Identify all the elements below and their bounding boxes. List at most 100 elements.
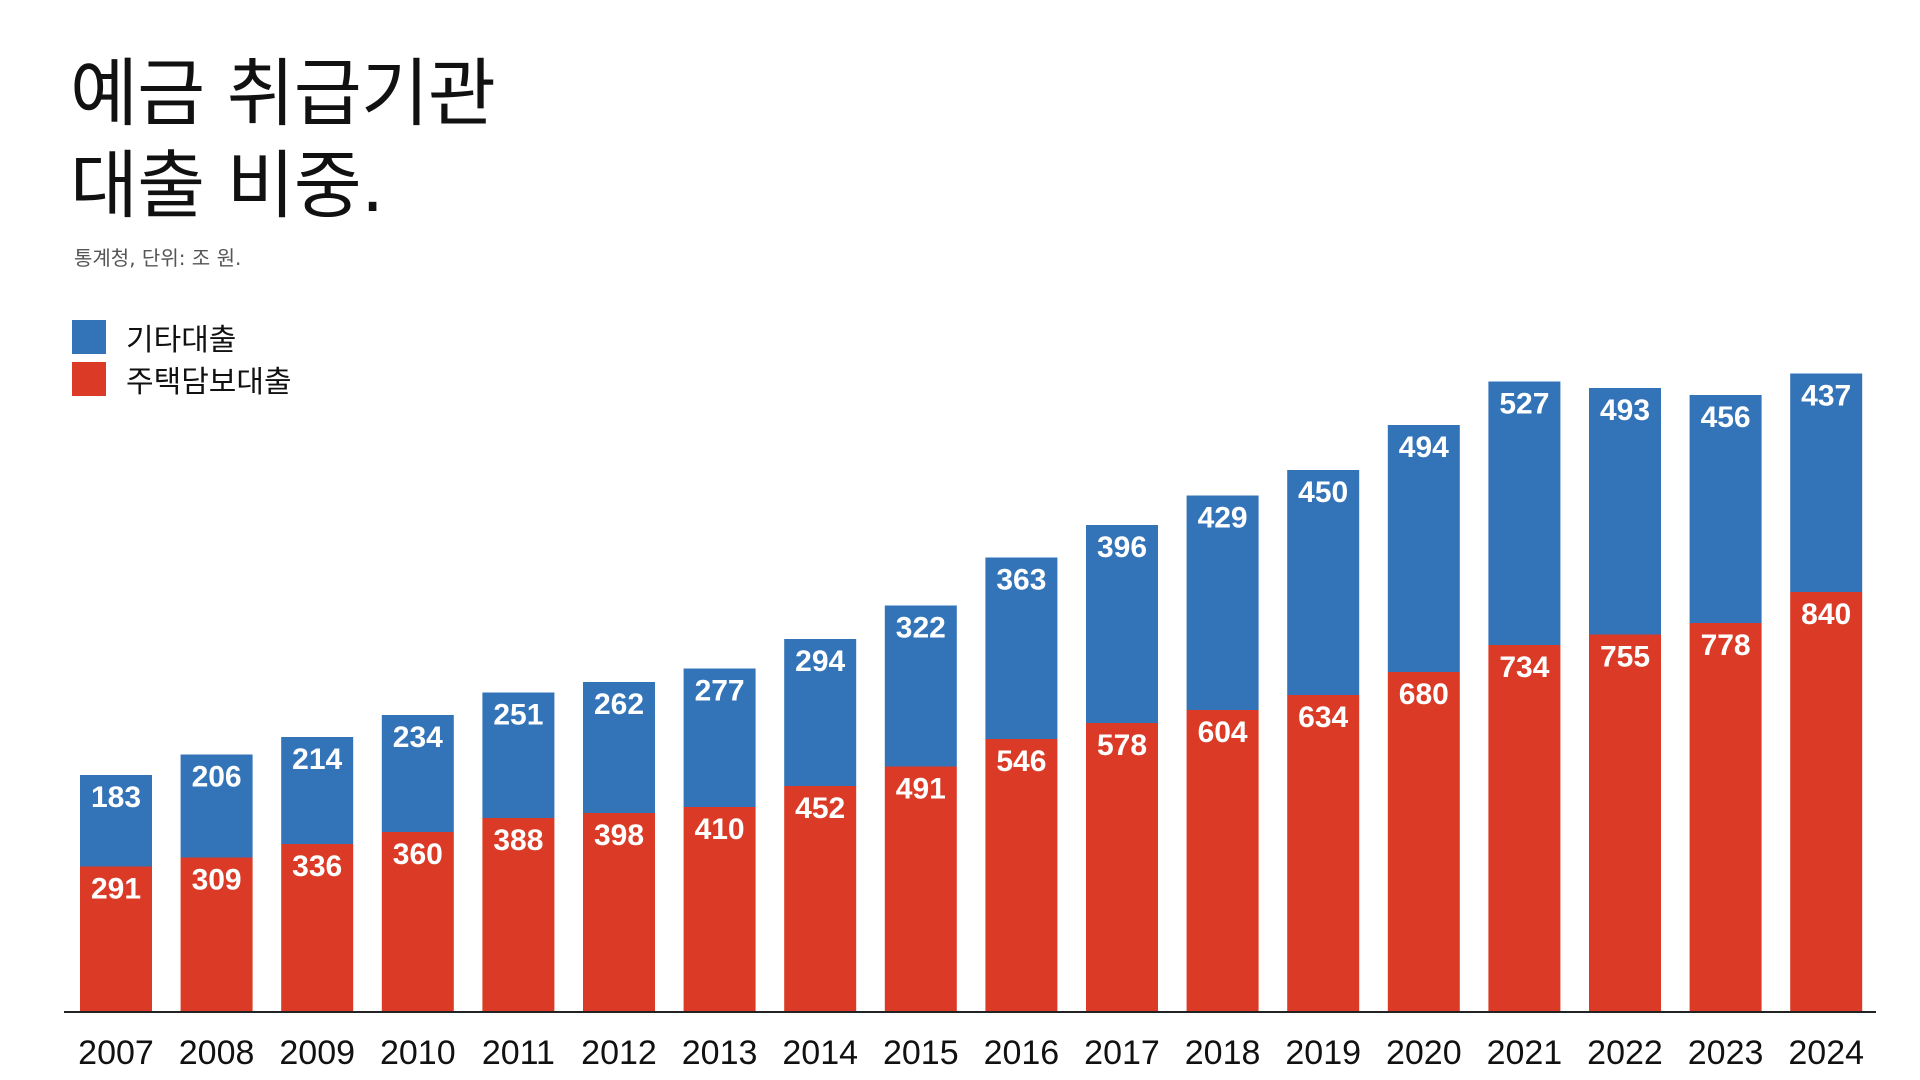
data-label-mortgage-2016: 546 [996, 745, 1046, 778]
bar-other-2018 [1186, 495, 1259, 710]
bar-mortgage-2012 [583, 813, 655, 1012]
bar-mortgage-2016 [985, 739, 1058, 1012]
x-tick-label-2012: 2012 [581, 1034, 657, 1072]
data-label-other-2021: 527 [1499, 388, 1549, 421]
data-label-mortgage-2008: 309 [192, 864, 242, 897]
data-label-mortgage-2014: 452 [795, 792, 845, 825]
bar-other-2010 [381, 715, 454, 832]
data-label-other-2016: 363 [996, 564, 1046, 597]
x-tick-label-2014: 2014 [782, 1034, 858, 1072]
data-label-mortgage-2012: 398 [594, 819, 644, 852]
x-tick-label-2008: 2008 [179, 1034, 255, 1072]
x-tick-label-2016: 2016 [984, 1034, 1060, 1072]
bar-other-2008 [180, 754, 253, 858]
data-label-other-2017: 396 [1097, 531, 1147, 564]
legend-label-other-loans: 기타대출 [126, 323, 237, 358]
legend-item-mortgage-loans: 주택담보대출 [72, 358, 292, 400]
x-tick-label-2013: 2013 [682, 1034, 758, 1072]
legend-item-other-loans: 기타대출 [72, 316, 292, 358]
data-label-mortgage-2021: 734 [1499, 651, 1549, 684]
x-tick-label-2019: 2019 [1285, 1034, 1361, 1072]
bar-mortgage-2009 [281, 844, 354, 1012]
legend: 기타대출 주택담보대출 [72, 316, 292, 400]
bar-mortgage-2013 [683, 807, 756, 1012]
x-tick-label-2015: 2015 [883, 1034, 959, 1072]
legend-swatch-mortgage-loans [72, 362, 106, 396]
x-tick-label-2021: 2021 [1487, 1034, 1563, 1072]
data-label-other-2013: 277 [695, 675, 745, 708]
bar-other-2023 [1689, 395, 1762, 623]
bar-mortgage-2024 [1790, 592, 1863, 1012]
bar-other-2016 [985, 557, 1058, 739]
legend-label-mortgage-loans: 주택담보대출 [126, 365, 292, 400]
data-label-mortgage-2022: 755 [1600, 641, 1650, 674]
bar-other-2013 [683, 668, 756, 807]
data-label-other-2014: 294 [795, 645, 845, 678]
data-label-other-2018: 429 [1198, 502, 1248, 535]
bar-other-2011 [482, 692, 555, 818]
x-tick-label-2024: 2024 [1788, 1034, 1864, 1072]
x-tick-label-2009: 2009 [279, 1034, 355, 1072]
data-label-other-2007: 183 [91, 781, 141, 814]
bar-mortgage-2015 [884, 766, 957, 1012]
data-label-mortgage-2009: 336 [292, 850, 342, 883]
bar-mortgage-2017 [1086, 723, 1158, 1012]
bar-other-2020 [1387, 425, 1460, 672]
data-label-other-2009: 214 [292, 743, 342, 776]
bar-mortgage-2008 [180, 857, 253, 1012]
data-label-other-2019: 450 [1298, 476, 1348, 509]
x-tick-label-2018: 2018 [1185, 1034, 1261, 1072]
chart-title-line-2: 대출 비중. [70, 143, 384, 229]
data-label-other-2008: 206 [192, 761, 242, 794]
x-tick-label-2023: 2023 [1688, 1034, 1764, 1072]
bar-other-2012 [583, 682, 655, 813]
data-label-mortgage-2015: 491 [896, 773, 946, 806]
bar-mortgage-2011 [482, 818, 555, 1012]
data-label-mortgage-2020: 680 [1399, 678, 1449, 711]
data-label-other-2011: 251 [493, 699, 543, 732]
data-label-other-2012: 262 [594, 688, 644, 721]
bar-mortgage-2007 [80, 866, 152, 1012]
data-label-other-2024: 437 [1801, 380, 1851, 413]
legend-swatch-other-loans [72, 320, 106, 354]
x-tick-label-2020: 2020 [1386, 1034, 1462, 1072]
bar-other-2021 [1488, 381, 1561, 645]
data-label-mortgage-2017: 578 [1097, 729, 1147, 762]
bar-mortgage-2018 [1186, 710, 1259, 1012]
data-label-mortgage-2024: 840 [1801, 598, 1851, 631]
data-label-other-2020: 494 [1399, 431, 1449, 464]
x-tick-label-2017: 2017 [1084, 1034, 1160, 1072]
data-label-mortgage-2018: 604 [1198, 716, 1248, 749]
bar-other-2009 [281, 737, 354, 844]
bar-mortgage-2010 [381, 832, 454, 1012]
data-label-mortgage-2011: 388 [493, 824, 543, 857]
data-label-mortgage-2007: 291 [91, 873, 141, 906]
x-tick-label-2022: 2022 [1587, 1034, 1663, 1072]
chart-title-line-1: 예금 취급기관 [70, 51, 496, 137]
x-tick-label-2011: 2011 [482, 1034, 555, 1072]
bar-other-2019 [1287, 470, 1360, 695]
data-label-mortgage-2013: 410 [695, 813, 745, 846]
data-label-other-2010: 234 [393, 721, 443, 754]
bar-other-2007 [80, 775, 152, 867]
chart-subtitle: 통계청, 단위: 조 원. [74, 246, 242, 270]
x-tick-label-2010: 2010 [380, 1034, 456, 1072]
data-label-mortgage-2023: 778 [1701, 629, 1751, 662]
data-label-mortgage-2019: 634 [1298, 701, 1348, 734]
data-label-other-2022: 493 [1600, 394, 1650, 427]
bar-mortgage-2020 [1387, 672, 1460, 1012]
data-label-mortgage-2010: 360 [393, 838, 443, 871]
data-label-other-2015: 322 [896, 612, 946, 645]
bar-mortgage-2021 [1488, 645, 1561, 1012]
bar-other-2024 [1790, 373, 1863, 592]
bar-other-2015 [884, 605, 957, 767]
bar-mortgage-2023 [1689, 623, 1762, 1012]
bar-other-2017 [1086, 525, 1158, 723]
data-label-other-2023: 456 [1701, 401, 1751, 434]
bar-other-2014 [784, 639, 857, 786]
bar-mortgage-2014 [784, 786, 857, 1012]
bar-mortgage-2019 [1287, 695, 1360, 1012]
bar-other-2022 [1589, 388, 1661, 635]
x-tick-label-2007: 2007 [78, 1034, 154, 1072]
